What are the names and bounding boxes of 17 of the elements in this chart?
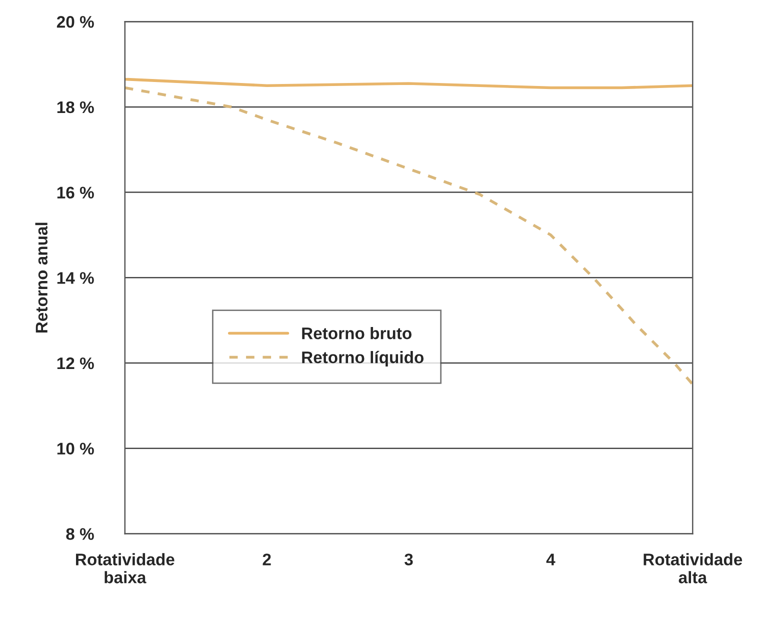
y-axis-title: Retorno anual	[35, 222, 48, 333]
legend-label: Retorno líquido	[302, 350, 424, 367]
y-tick-label: 16 %	[57, 186, 94, 198]
x-tick-label: Rotatividade alta	[644, 553, 742, 584]
y-tick-label: 8 %	[66, 528, 94, 540]
x-tick-label: 4	[546, 554, 556, 566]
y-tick-label: 14 %	[57, 272, 94, 284]
legend-label: Retorno bruto	[302, 327, 412, 340]
y-tick-label: 18 %	[57, 101, 94, 114]
line-series	[124, 78, 693, 90]
x-tick-label: 3	[404, 554, 413, 566]
y-tick-label: 12 %	[57, 357, 94, 370]
x-tick-label: Rotatividade baixa	[76, 553, 174, 584]
line-series	[124, 86, 693, 386]
y-tick-label: 20 %	[56, 16, 94, 28]
y-tick-label: 10 %	[57, 442, 94, 455]
x-tick-label: 2	[262, 554, 271, 566]
